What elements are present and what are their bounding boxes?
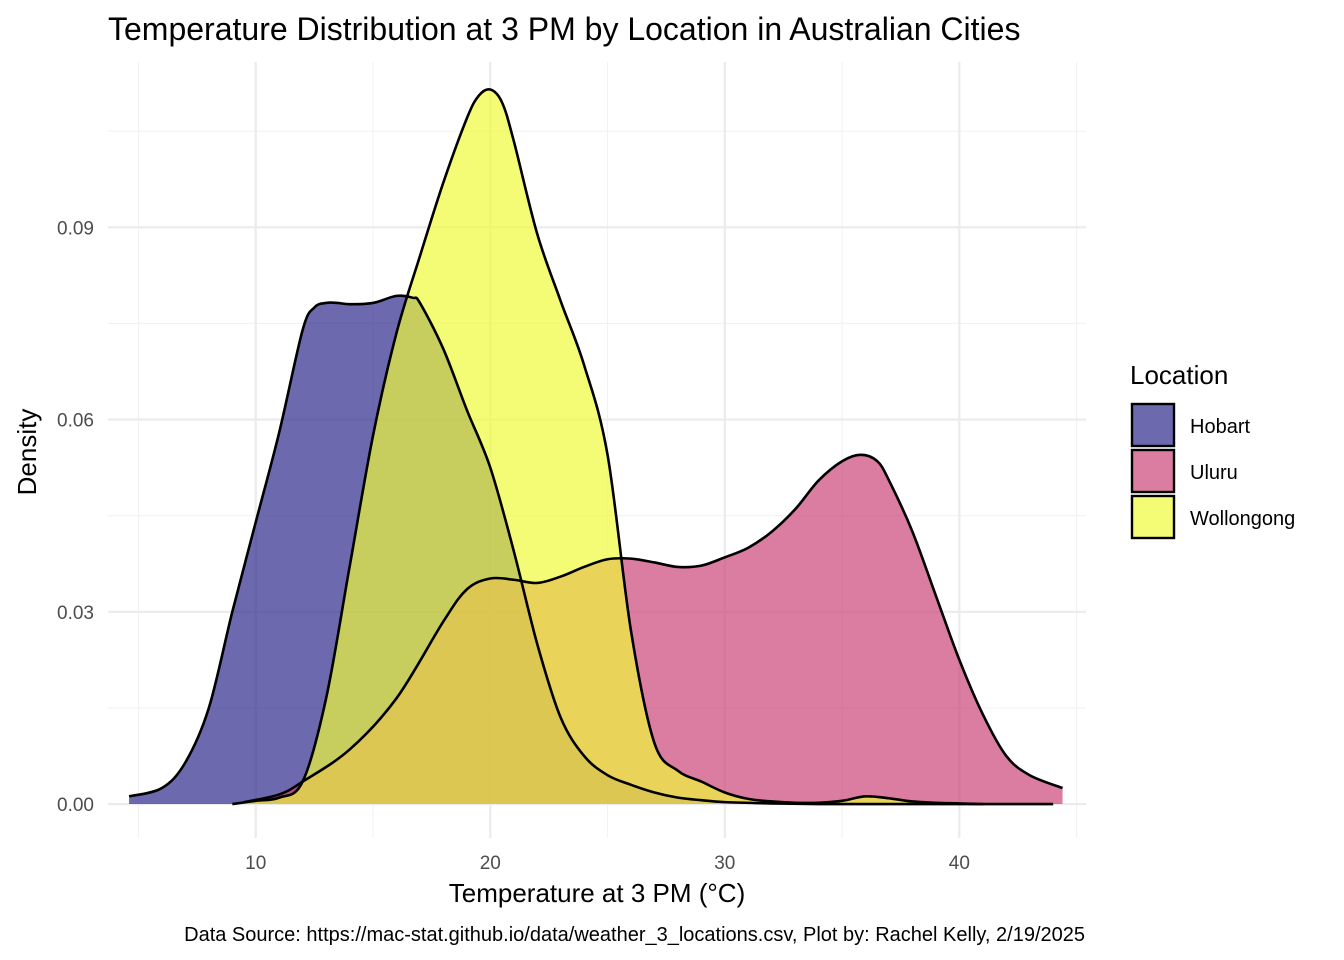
y-axis-title: Density xyxy=(12,409,42,496)
y-axis-ticks: 0.00 0.03 0.06 0.09 xyxy=(57,218,94,816)
density-outline-hobart xyxy=(128,294,983,806)
legend-swatch-wollongong xyxy=(1130,494,1176,540)
density-outline-uluru xyxy=(243,453,1064,804)
x-tick-label: 10 xyxy=(245,853,266,874)
x-tick-label: 30 xyxy=(714,853,735,874)
legend-label-uluru: Uluru xyxy=(1190,462,1238,484)
density-area-wollongong xyxy=(232,89,1054,805)
legend-title: Location xyxy=(1130,360,1228,390)
y-tick-label: 0.06 xyxy=(57,411,94,432)
y-tick-label: 0.00 xyxy=(57,795,94,816)
chart-title: Temperature Distribution at 3 PM by Loca… xyxy=(108,11,1020,47)
density-outline-wollongong xyxy=(232,88,1054,806)
legend-label-hobart: Hobart xyxy=(1190,416,1250,438)
legend-swatch-uluru xyxy=(1130,448,1176,494)
legend: Location Hobart Uluru Wollongong xyxy=(1130,360,1295,540)
x-axis-ticks: 10 20 30 40 xyxy=(245,853,970,874)
legend-label-wollongong: Wollongong xyxy=(1190,508,1295,530)
x-tick-label: 20 xyxy=(480,853,501,874)
y-tick-label: 0.03 xyxy=(57,603,94,624)
chart-caption: Data Source: https://mac-stat.github.io/… xyxy=(184,924,1085,946)
x-axis-title: Temperature at 3 PM (°C) xyxy=(449,878,746,908)
legend-swatch-hobart xyxy=(1130,402,1176,448)
density-areas xyxy=(129,89,1063,805)
density-outlines xyxy=(128,88,1064,806)
y-tick-label: 0.09 xyxy=(57,218,94,239)
x-tick-label: 40 xyxy=(949,853,970,874)
